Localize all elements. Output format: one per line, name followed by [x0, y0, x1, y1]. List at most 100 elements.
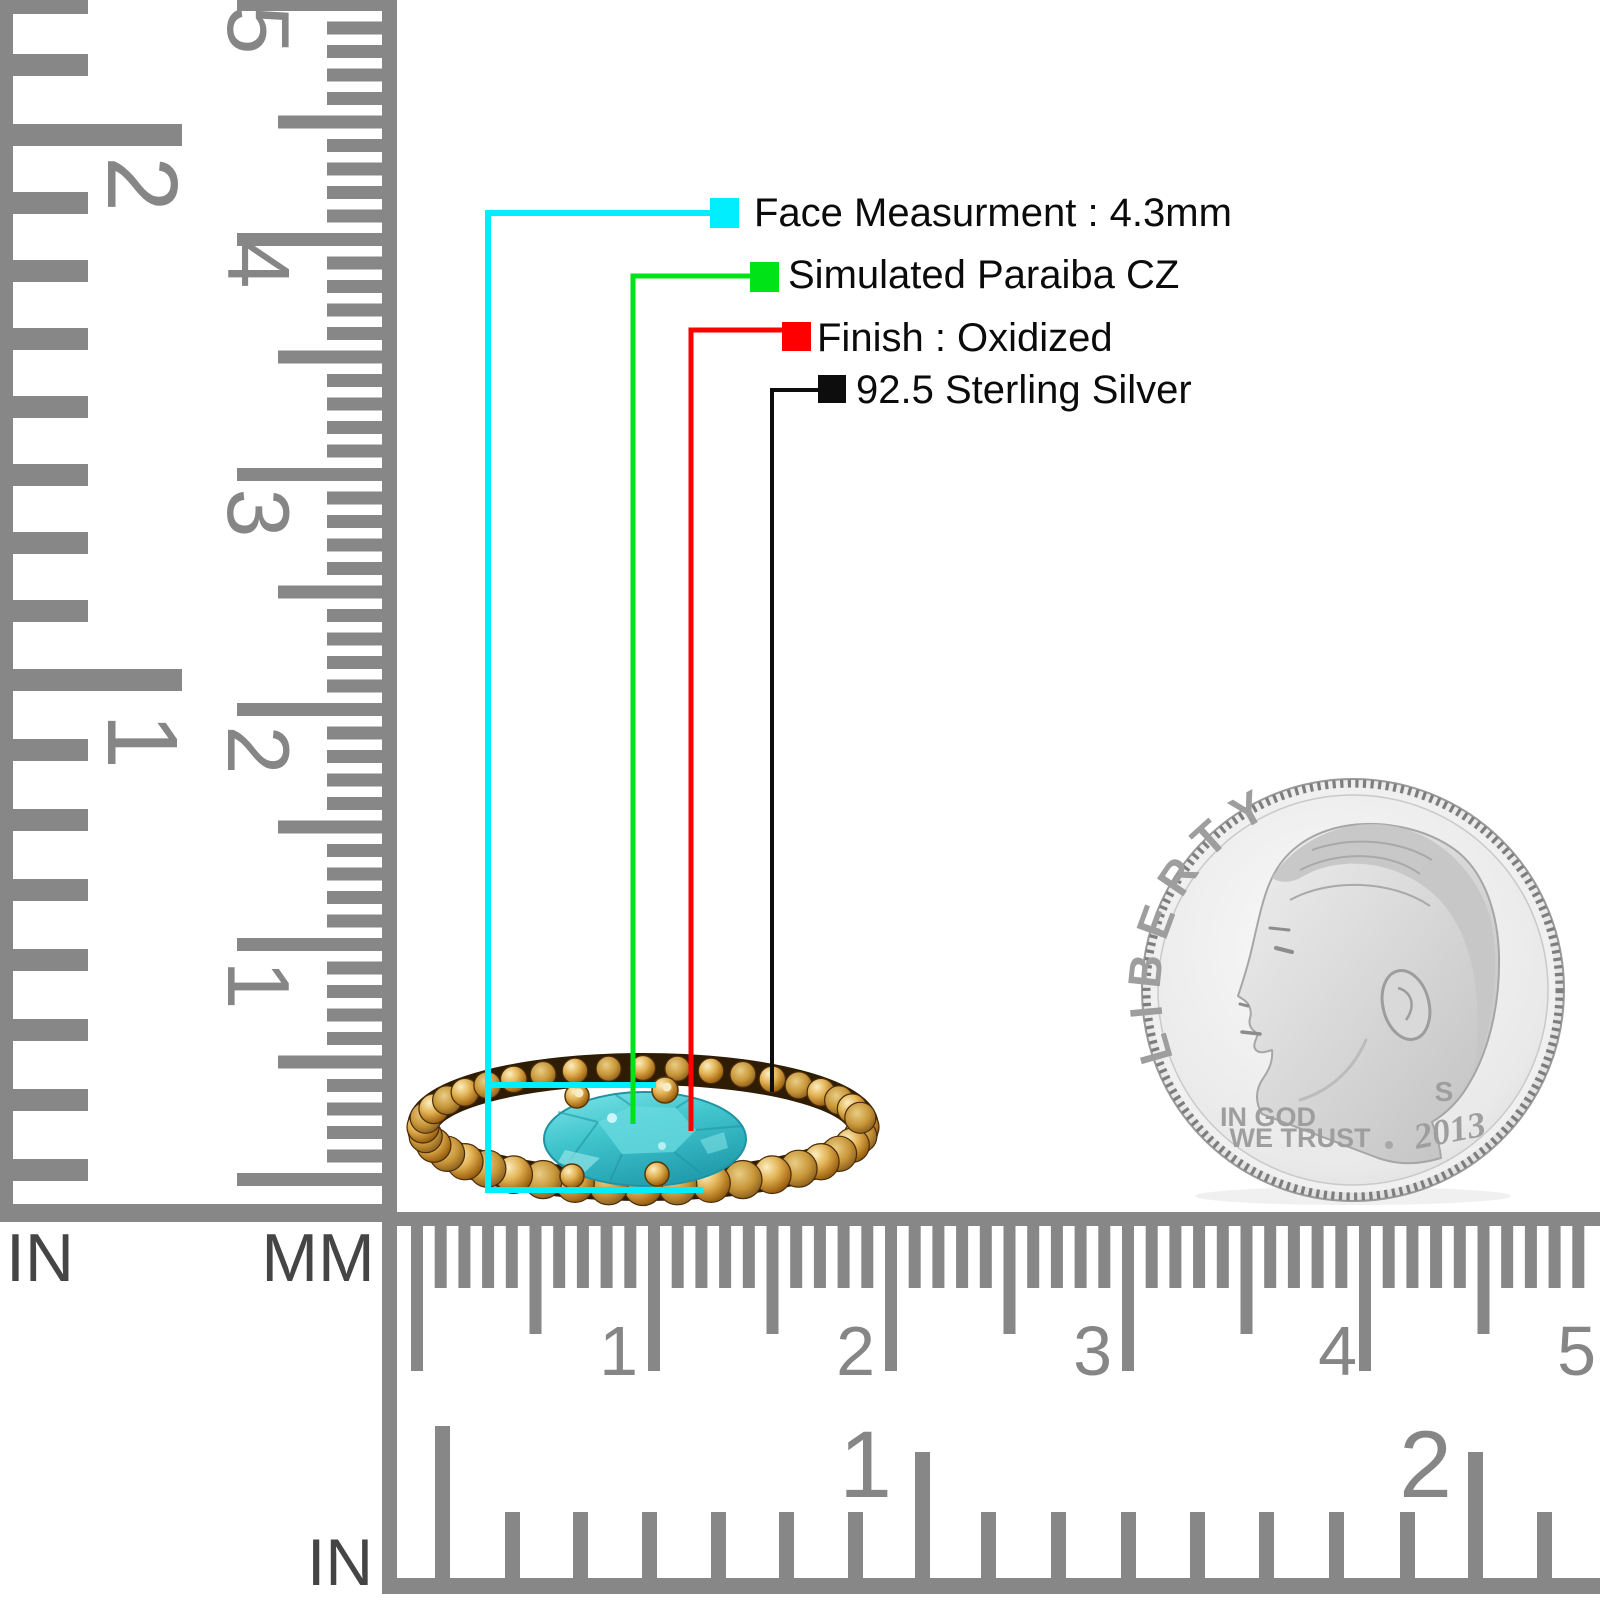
left-ruler-mm-ticks — [237, 0, 382, 1186]
ruler-tick — [600, 1226, 613, 1288]
coin-motto-line1: IN GOD — [1220, 1102, 1316, 1132]
rope-bead — [595, 1055, 622, 1082]
cm-number: 5 — [1557, 1312, 1596, 1390]
ruler-tick — [2, 879, 88, 901]
left-ruler-bottom-bar — [0, 1204, 397, 1222]
bottom-ruler: 1 2 3 4 5 1 2 IN — [307, 1212, 1600, 1599]
ruler-tick — [278, 115, 382, 129]
ruler-tick — [2, 669, 182, 691]
ring — [406, 1053, 880, 1207]
ruler-tick — [1121, 1512, 1136, 1578]
ruler-tick — [1537, 1512, 1552, 1578]
ruler-tick — [237, 938, 382, 951]
cm-number: 5 — [209, 6, 308, 55]
unit-label-in: IN — [6, 1220, 74, 1296]
rope-bead — [697, 1057, 725, 1085]
ruler-tick — [411, 1226, 423, 1371]
coin-reeded-edge — [1142, 779, 1564, 1201]
prong — [644, 1161, 670, 1187]
ruler-tick — [861, 1226, 874, 1288]
ruler-tick — [671, 1226, 684, 1288]
ruler-tick — [237, 1173, 382, 1186]
ruler-tick — [908, 1226, 921, 1288]
ruler-tick — [327, 891, 382, 904]
ruler-tick — [327, 632, 382, 646]
ruler-tick — [327, 162, 382, 176]
ruler-tick — [779, 1512, 794, 1578]
ruler-tick — [327, 515, 382, 528]
callout-label-metal: 92.5 Sterling Silver — [856, 368, 1192, 412]
cm-number: 1 — [209, 961, 308, 1010]
ruler-tick — [1382, 1226, 1395, 1288]
ear — [1380, 969, 1432, 1041]
ruler-tick — [327, 139, 382, 152]
leader-line-metal — [770, 388, 818, 1092]
ruler-tick — [327, 679, 382, 693]
ruler-tick — [1524, 1226, 1537, 1288]
leader-line-stone — [630, 273, 750, 1124]
ruler-tick — [2, 600, 88, 622]
ruler-tick — [327, 397, 382, 411]
bottom-ruler-inch-numbers: 1 2 — [839, 1412, 1452, 1518]
ruler-tick — [837, 1226, 850, 1288]
ruler-tick — [1477, 1226, 1490, 1334]
ruler-tick — [505, 1226, 518, 1288]
callout-label-stone: Simulated Paraiba CZ — [788, 253, 1180, 297]
ruler-tick — [237, 233, 382, 246]
bottom-ruler-inch-ticks — [435, 1426, 1552, 1578]
leader-line-face-measurement — [485, 210, 710, 1193]
ruler-tick — [327, 186, 382, 199]
bottom-ruler-mm-ticks — [411, 1226, 1585, 1371]
ruler-tick — [2, 949, 88, 971]
ruler-tick — [2, 396, 88, 418]
ruler-tick — [1430, 1226, 1443, 1288]
ruler-tick — [1240, 1226, 1253, 1334]
ruler-tick — [885, 1226, 897, 1371]
ruler-tick — [2, 532, 88, 554]
ruler-tick — [573, 1512, 588, 1578]
ruler-tick — [2, 192, 88, 214]
ruler-tick — [505, 1512, 520, 1578]
ruler-tick — [1098, 1226, 1111, 1288]
ruler-tick — [327, 1008, 382, 1022]
ruler-tick — [327, 726, 382, 740]
ruler-tick — [848, 1512, 863, 1578]
ruler-tick — [327, 961, 382, 975]
ruler-tick — [327, 280, 382, 293]
ruler-tick — [435, 1426, 450, 1578]
ruler-tick — [915, 1452, 930, 1578]
ruler-tick — [327, 609, 382, 622]
ruler-tick — [1145, 1226, 1158, 1288]
rope-bead — [844, 1101, 877, 1134]
coin-motto-line2: WE TRUST — [1230, 1123, 1371, 1153]
ruler-tick — [1193, 1226, 1206, 1288]
ruler-tick — [327, 444, 382, 458]
ruler-tick — [1329, 1512, 1344, 1578]
rope-bead — [499, 1065, 528, 1094]
hair-lines — [1289, 840, 1433, 907]
ruler-tick — [327, 1079, 382, 1092]
ruler-tick — [458, 1226, 471, 1288]
ruler-tick — [327, 209, 382, 223]
stone-facets — [557, 1094, 743, 1182]
ruler-tick — [1400, 1512, 1415, 1578]
designer-initials-mark — [1385, 1141, 1393, 1149]
rope-band-beads — [406, 1054, 880, 1207]
left-ruler-inch-numbers: 2 1 — [86, 156, 198, 769]
ruler-tick — [624, 1226, 637, 1288]
ruler-tick — [327, 985, 382, 998]
ruler-tick — [1027, 1226, 1040, 1288]
roosevelt-portrait — [1237, 823, 1501, 1165]
ruler-tick — [1259, 1512, 1274, 1578]
ruler-tick — [1003, 1226, 1016, 1334]
unit-label-in: IN — [307, 1525, 373, 1599]
ruler-tick — [1406, 1226, 1419, 1288]
ruler-tick — [1501, 1226, 1514, 1288]
bottom-ruler-cm-numbers: 1 2 3 4 5 — [599, 1312, 1596, 1390]
ruler-tick — [482, 1226, 495, 1288]
coin-rim — [1150, 787, 1556, 1193]
inch-number: 2 — [1399, 1412, 1452, 1518]
ruler-tick — [742, 1226, 755, 1288]
ruler-tick — [1216, 1226, 1229, 1288]
ruler-tick — [1264, 1226, 1277, 1288]
